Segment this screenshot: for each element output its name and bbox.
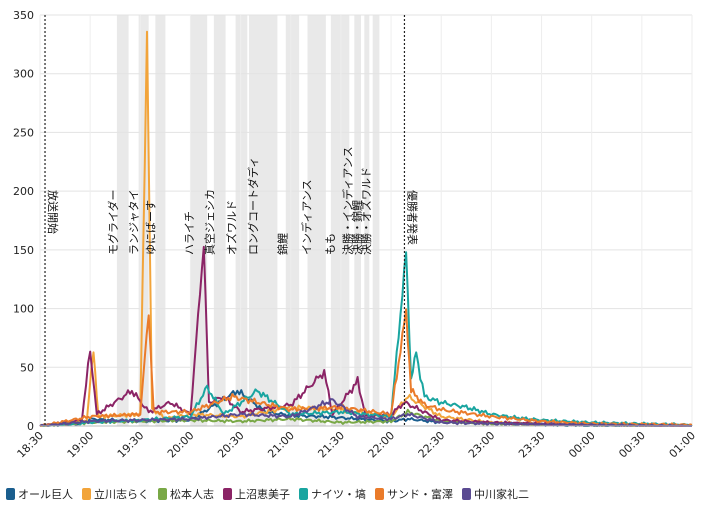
- segment-band: [307, 15, 326, 426]
- x-tick-label: 23:30: [516, 429, 548, 461]
- segment-band: [116, 15, 129, 426]
- legend-label: ナイツ・塙: [311, 488, 366, 501]
- x-tick-label: 00:00: [566, 429, 598, 461]
- annotations: 放送開始 優勝者発表 モグライダー ランジャタイ ゆにばーす ハライチ 真空ジェシカ オズワル…: [46, 146, 419, 255]
- legend-swatch: [462, 488, 471, 500]
- y-tick-label: 50: [20, 361, 34, 374]
- segment-label: モグライダー: [106, 189, 120, 255]
- y-tick-label: 100: [13, 303, 34, 316]
- y-tick-label: 300: [13, 68, 34, 81]
- segment-label: ロングコートダディ: [246, 157, 260, 255]
- legend-item[interactable]: オール巨人: [6, 486, 73, 502]
- y-tick-label: 200: [13, 185, 34, 198]
- segment-band: [248, 15, 278, 426]
- legend-item[interactable]: サンド・富澤: [375, 486, 453, 502]
- legend-swatch: [223, 488, 232, 500]
- segment-label: もも: [324, 233, 337, 255]
- legend-swatch: [375, 488, 384, 500]
- y-tick-label: 350: [13, 9, 34, 22]
- segment-band: [190, 15, 208, 426]
- segment-label: 真空ジェシカ: [203, 189, 217, 255]
- x-tick-label: 23:00: [466, 429, 498, 461]
- x-tick-label: 00:30: [616, 429, 648, 461]
- y-tick-label: 0: [27, 420, 34, 433]
- segment-label: オズワルド: [224, 200, 238, 255]
- x-tick-label: 21:00: [265, 429, 297, 461]
- segment-band: [235, 15, 248, 426]
- event-marker-label: 放送開始: [46, 190, 60, 234]
- segment-band: [354, 15, 361, 426]
- x-tick-label: 22:30: [416, 429, 448, 461]
- legend-item[interactable]: 上沼恵美子: [223, 486, 290, 502]
- legend-item[interactable]: 松本人志: [158, 486, 214, 502]
- segment-band: [285, 15, 300, 426]
- segment-label: 決勝・錦鯉: [350, 200, 364, 255]
- segment-band: [364, 15, 370, 426]
- segment-band: [372, 15, 380, 426]
- segment-label: 決勝・オズワルド: [359, 167, 373, 255]
- legend-swatch: [82, 488, 91, 500]
- legend-swatch: [158, 488, 167, 500]
- segment-label: ランジャタイ: [128, 190, 141, 255]
- series-line: [40, 308, 693, 427]
- legend-label: サンド・富澤: [387, 488, 453, 501]
- y-tick-label: 250: [13, 126, 34, 139]
- y-tick-label: 150: [13, 244, 34, 257]
- x-tick-label: 19:30: [115, 429, 147, 461]
- x-tick-label: 20:30: [215, 429, 247, 461]
- segment-band: [155, 15, 166, 426]
- legend: オール巨人 立川志らく 松本人志 上沼恵美子 ナイツ・塙 サンド・富澤 中川家礼二: [6, 486, 529, 502]
- legend-swatch: [299, 488, 308, 500]
- x-tick-label: 21:30: [315, 429, 347, 461]
- series-lines: [39, 30, 693, 427]
- x-tick-label: 18:30: [15, 429, 47, 461]
- segment-label: 錦鯉: [275, 233, 289, 255]
- legend-item[interactable]: 立川志らく: [82, 486, 149, 502]
- segment-label: ハライチ: [183, 211, 196, 255]
- legend-item[interactable]: ナイツ・塙: [299, 486, 366, 502]
- legend-swatch: [6, 488, 15, 500]
- segment-band: [330, 15, 350, 426]
- segment-bands: [116, 15, 380, 426]
- legend-label: 上沼恵美子: [235, 488, 290, 501]
- x-tick-label: 01:00: [667, 429, 699, 461]
- x-tick-label: 22:00: [366, 429, 398, 461]
- series-line: [39, 398, 692, 427]
- legend-label: 立川志らく: [94, 488, 149, 501]
- segment-label: ゆにばーす: [144, 200, 157, 255]
- legend-label: 中川家礼二: [474, 488, 529, 501]
- legend-label: 松本人志: [170, 488, 214, 501]
- segment-band: [213, 15, 226, 426]
- event-markers: [44, 15, 406, 426]
- x-tick-label: 20:00: [165, 429, 197, 461]
- segment-label: インディアンス: [300, 179, 314, 255]
- event-marker-label: 優勝者発表: [405, 190, 419, 245]
- x-tick-label: 19:00: [65, 429, 97, 461]
- legend-item[interactable]: 中川家礼二: [462, 486, 529, 502]
- segment-label: 決勝・インディアンス: [341, 146, 355, 255]
- legend-label: オール巨人: [18, 488, 73, 501]
